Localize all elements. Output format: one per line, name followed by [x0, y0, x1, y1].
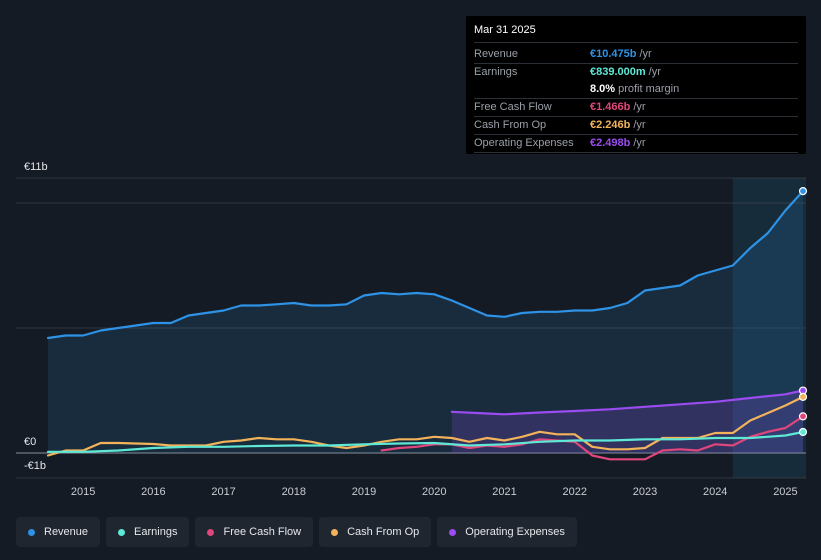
x-tick-label: 2022	[563, 486, 587, 498]
tooltip-value: €1.466b	[590, 101, 631, 113]
axis-labels: €11b €0 -€1b 2015 2016 2017 2018 2019 2020 2021 20…	[24, 161, 798, 498]
grid	[16, 177, 806, 479]
free-cash-flow-endpoint	[798, 412, 808, 421]
legend-label: Revenue	[44, 526, 89, 538]
x-tick-label: 2019	[352, 486, 376, 498]
x-tick-label: 2024	[703, 486, 727, 498]
legend-dot-icon	[331, 528, 339, 536]
y-tick-label: -€1b	[24, 460, 46, 472]
tooltip-value: €839.000m	[590, 66, 646, 78]
tooltip-unit: /yr	[639, 48, 652, 60]
legend-label: Earnings	[134, 526, 178, 538]
revenue-line	[46, 190, 805, 340]
tooltip-label: Operating Expenses	[474, 137, 574, 149]
revenue-area	[48, 191, 803, 453]
tooltip-label	[474, 81, 590, 98]
tooltip-row-opex: Operating Expenses €2.498b /yr	[474, 135, 798, 153]
y-tick-label: €11b	[24, 161, 48, 173]
tooltip-unit: /yr	[648, 66, 661, 78]
tooltip-row-revenue: Revenue €10.475b /yr	[474, 46, 798, 64]
tooltip-row-fcf: Free Cash Flow €1.466b /yr	[474, 99, 798, 117]
legend-label: Free Cash Flow	[223, 526, 302, 538]
legend-label: Operating Expenses	[465, 526, 565, 538]
tooltip-unit: profit margin	[618, 83, 680, 95]
x-tick-label: 2023	[633, 486, 657, 498]
x-tick-label: 2018	[282, 486, 306, 498]
earnings-line	[46, 430, 805, 453]
legend-dot-icon	[118, 528, 126, 536]
tooltip-row-cfo: Cash From Op €2.246b /yr	[474, 117, 798, 135]
earnings-endpoint	[798, 427, 808, 437]
x-tick-label: 2025	[773, 486, 797, 498]
y-tick-label: €0	[24, 436, 36, 448]
x-tick-label: 2016	[141, 486, 165, 498]
tooltip-label: Cash From Op	[474, 119, 547, 131]
tooltip-label: Earnings	[474, 66, 518, 78]
tooltip-unit: /yr	[633, 137, 646, 149]
tooltip-row-margin: 8.0% profit margin	[474, 81, 798, 99]
chart: €11b €0 -€1b 2015 2016 2017 2018 2019 2020 2021 20…	[16, 161, 808, 498]
revenue-endpoint	[798, 187, 808, 196]
tooltip-value: 8.0%	[590, 83, 616, 95]
tooltip-value: €2.498b	[590, 137, 631, 149]
legend-dot-icon	[207, 528, 215, 536]
x-tick-label: 2021	[492, 486, 516, 498]
tooltip-row-earnings: Earnings €839.000m /yr	[474, 64, 798, 81]
x-tick-label: 2015	[71, 486, 95, 498]
legend-item-free-cash-flow[interactable]: Free Cash Flow	[195, 517, 314, 547]
legend-item-earnings[interactable]: Earnings	[106, 517, 190, 547]
tooltip-date: Mar 31 2025	[474, 24, 798, 43]
x-tick-label: 2020	[422, 486, 446, 498]
cash-from-op-line	[46, 395, 805, 457]
series-layer	[46, 187, 808, 461]
legend-item-revenue[interactable]: Revenue	[16, 517, 101, 547]
legend-label: Cash From Op	[347, 526, 420, 538]
tooltip-value: €2.246b	[590, 119, 631, 131]
tooltip-value: €10.475b	[590, 48, 637, 60]
legend-dot-icon	[28, 528, 35, 536]
tooltip-label: Revenue	[474, 48, 519, 60]
tooltip-label: Free Cash Flow	[474, 101, 552, 113]
tooltip-unit: /yr	[633, 101, 646, 113]
legend-item-cash-from-op[interactable]: Cash From Op	[319, 517, 432, 547]
operating-expenses-line	[450, 389, 805, 416]
x-tick-label: 2017	[211, 486, 235, 498]
tooltip: Mar 31 2025 Revenue €10.475b /yr Earning…	[466, 16, 806, 154]
legend-item-operating-expenses[interactable]: Operating Expenses	[437, 517, 577, 547]
legend: Revenue Earnings Free Cash Flow Cash Fro…	[16, 517, 577, 547]
tooltip-unit: /yr	[633, 119, 646, 131]
cash-from-op-endpoint	[798, 392, 808, 401]
legend-dot-icon	[449, 528, 457, 536]
